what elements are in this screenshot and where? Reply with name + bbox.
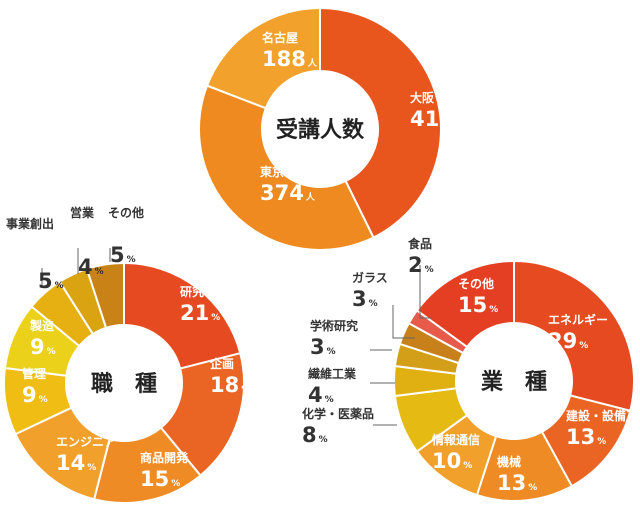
slice-label: 機械	[497, 454, 521, 469]
leader-line	[392, 305, 415, 339]
slice-unit: %	[528, 483, 537, 493]
slice-1-8	[85, 261, 125, 330]
slice-label: 繊維工業	[308, 366, 357, 381]
slice-unit: %	[579, 341, 588, 351]
slice-value: 374 人	[260, 181, 316, 205]
slice-0-0	[319, 6, 442, 239]
slice-label: ガラス	[352, 270, 388, 285]
slice-label: 名古屋	[262, 30, 298, 45]
slice-label: 事業創出	[6, 216, 54, 231]
slice-label: 建設・設備工事	[565, 408, 640, 423]
slice-1-0	[123, 261, 242, 370]
slice-label: 東京	[260, 164, 284, 179]
slice-unit: %	[425, 265, 434, 275]
slice-label: 情報通信	[432, 432, 480, 447]
slice-value: 3%	[352, 287, 378, 311]
slice-unit: 人	[305, 191, 316, 203]
slice-value: 5%	[110, 243, 136, 267]
slice-0-2	[205, 6, 321, 110]
slice-unit: %	[325, 395, 334, 405]
slice-label: 大阪	[410, 90, 435, 105]
slice-unit: %	[47, 347, 56, 357]
slice-label: 商品開発	[140, 450, 189, 465]
slice-value: 419 人	[410, 107, 466, 131]
slice-label: エンジニア	[56, 435, 116, 449]
slice-unit: %	[95, 267, 104, 277]
slice-0-1	[198, 84, 375, 251]
slice-value: 3%	[310, 335, 336, 359]
slice-value: 4%	[308, 383, 334, 407]
slice-value: 2%	[408, 253, 434, 277]
chart-title: 受講人数	[276, 117, 365, 143]
slice-unit: 人	[307, 57, 318, 69]
slice-unit: %	[327, 347, 336, 357]
slice-label: 化学・医薬品	[302, 406, 374, 421]
slice-unit: %	[171, 479, 180, 489]
slice-label: 営業	[70, 205, 95, 220]
slice-label: 研究	[180, 284, 204, 299]
industry-donut-chart: 業 種エネルギー29%建設・設備工事13%機械13%情報通信10%化学・医薬品8…	[302, 236, 640, 502]
chart-title: 業 種	[481, 370, 547, 395]
slice-unit: %	[489, 305, 498, 315]
slice-unit: %	[211, 313, 220, 323]
leader-line	[419, 265, 432, 319]
slice-value: 8%	[302, 423, 328, 447]
slice-label: エネルギー	[548, 312, 608, 327]
slice-unit: %	[127, 255, 136, 265]
slice-unit: %	[87, 463, 96, 473]
slice-value: 5%	[38, 269, 64, 293]
slice-label: 企画	[209, 356, 234, 371]
slice-2-9	[415, 259, 515, 349]
slice-value: 4%	[78, 255, 104, 279]
slice-unit: %	[241, 385, 250, 395]
slice-label: 食品	[407, 236, 432, 251]
slice-unit: %	[55, 281, 64, 291]
slice-label: 管理	[22, 366, 46, 381]
slice-2-0	[513, 259, 635, 413]
slice-label: 製造	[29, 318, 55, 333]
slice-label: その他	[108, 205, 144, 220]
slice-value: 9%	[30, 335, 56, 359]
slice-unit: %	[319, 435, 328, 445]
slice-label: 学術研究	[310, 318, 358, 333]
slice-unit: %	[597, 437, 606, 447]
slice-unit: %	[39, 395, 48, 405]
slice-unit: %	[369, 299, 378, 309]
chart-title: 職 種	[91, 371, 157, 397]
slice-unit: 人	[455, 117, 466, 129]
slice-unit: %	[463, 461, 472, 471]
slice-label: その他	[458, 276, 494, 291]
